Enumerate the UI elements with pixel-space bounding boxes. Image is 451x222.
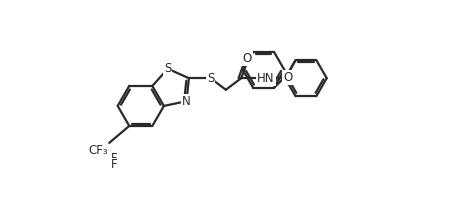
Text: F: F [110,158,117,171]
Text: S: S [206,72,214,85]
Text: HN: HN [257,72,274,85]
Text: F: F [110,152,117,165]
Text: O: O [242,52,252,65]
Text: S: S [164,62,171,75]
Text: N: N [182,95,190,108]
Text: O: O [283,71,292,84]
Text: CF₃: CF₃ [88,145,107,157]
